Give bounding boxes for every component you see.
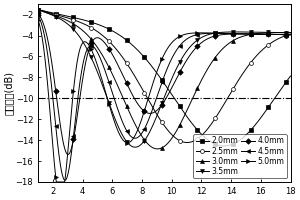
Line: 5.0mm: 5.0mm — [36, 18, 292, 184]
5.0mm — [157, 66, 160, 69]
Y-axis label: 反射损耗(dB): 反射损耗(dB) — [4, 71, 14, 115]
3.0mm — [36, 8, 40, 11]
5.0mm — [244, 33, 247, 35]
3.5mm — [173, 70, 177, 72]
Line: 3.0mm: 3.0mm — [36, 8, 292, 151]
2.5mm — [185, 141, 189, 144]
4.0mm — [187, 56, 190, 58]
3.0mm — [157, 148, 160, 150]
2.5mm — [156, 115, 160, 117]
3.0mm — [187, 105, 190, 108]
2.0mm — [222, 145, 226, 147]
3.0mm — [289, 31, 292, 34]
5.0mm — [289, 33, 292, 36]
2.0mm — [173, 98, 176, 100]
4.0mm — [244, 33, 247, 35]
2.0mm — [244, 134, 247, 137]
2.0mm — [187, 117, 190, 120]
5.0mm — [36, 18, 40, 21]
4.0mm — [173, 80, 177, 82]
4.5mm — [36, 14, 40, 17]
2.0mm — [158, 75, 161, 78]
3.5mm — [158, 107, 162, 109]
4.5mm — [283, 33, 287, 36]
5.0mm — [173, 38, 177, 41]
2.5mm — [158, 117, 161, 120]
Line: 2.0mm: 2.0mm — [36, 8, 292, 148]
Line: 2.5mm: 2.5mm — [36, 8, 292, 144]
3.5mm — [244, 31, 247, 33]
4.0mm — [158, 106, 162, 108]
4.0mm — [289, 33, 292, 36]
4.0mm — [66, 153, 70, 156]
3.0mm — [158, 147, 162, 150]
4.5mm — [173, 51, 177, 54]
2.0mm — [156, 73, 160, 76]
5.0mm — [283, 33, 287, 36]
4.0mm — [283, 33, 287, 36]
4.0mm — [36, 12, 40, 14]
2.5mm — [187, 141, 190, 144]
3.0mm — [156, 148, 159, 150]
3.5mm — [134, 146, 137, 148]
Line: 3.5mm: 3.5mm — [36, 8, 292, 149]
3.5mm — [157, 111, 160, 113]
5.0mm — [158, 62, 162, 65]
4.5mm — [289, 33, 292, 36]
Line: 4.0mm: 4.0mm — [36, 11, 292, 156]
2.5mm — [244, 68, 247, 71]
3.5mm — [36, 8, 40, 11]
Line: 4.5mm: 4.5mm — [36, 13, 292, 182]
3.5mm — [289, 31, 292, 34]
3.5mm — [283, 31, 287, 34]
3.5mm — [187, 47, 190, 50]
4.5mm — [63, 179, 67, 181]
2.0mm — [283, 82, 287, 85]
2.5mm — [283, 35, 287, 37]
3.0mm — [283, 31, 287, 34]
2.0mm — [36, 8, 40, 11]
2.5mm — [289, 33, 292, 35]
4.5mm — [244, 33, 247, 35]
4.5mm — [158, 87, 162, 89]
4.0mm — [157, 108, 160, 110]
4.5mm — [187, 37, 190, 39]
5.0mm — [187, 32, 190, 35]
2.5mm — [173, 136, 176, 138]
3.0mm — [244, 34, 247, 37]
5.0mm — [55, 181, 58, 183]
Legend: 2.0mm, 2.5mm, 3.0mm, 3.5mm, 4.0mm, 4.5mm, 5.0mm: 2.0mm, 2.5mm, 3.0mm, 3.5mm, 4.0mm, 4.5mm… — [193, 134, 287, 178]
2.5mm — [36, 8, 40, 11]
3.0mm — [173, 132, 177, 134]
4.5mm — [157, 91, 160, 93]
2.0mm — [289, 75, 292, 77]
